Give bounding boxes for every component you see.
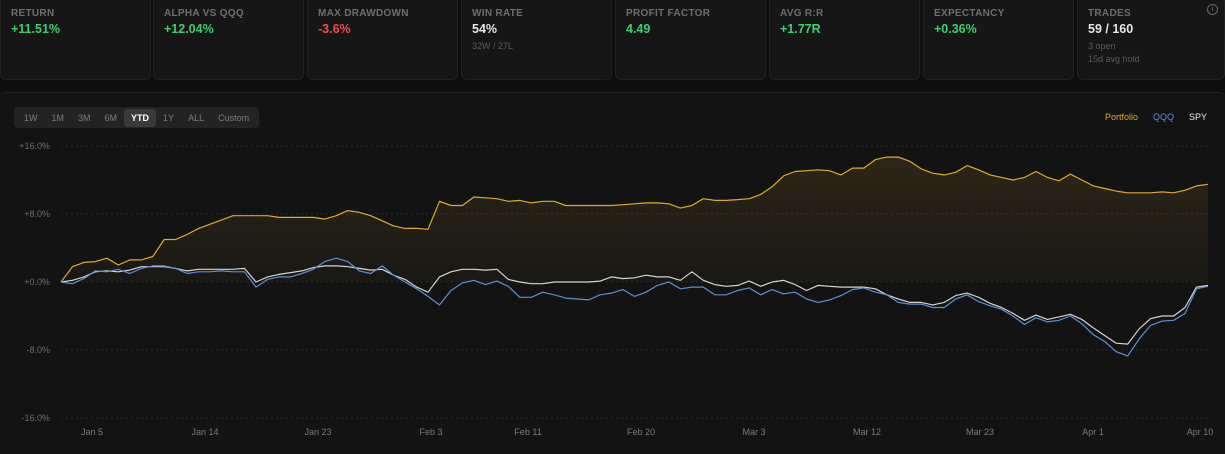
range-6m[interactable]: 6M [104, 112, 118, 123]
x-tick-label: Jan 5 [81, 427, 103, 437]
range-3m[interactable]: 3M [78, 112, 91, 123]
range-selector: 1W 1M 3M 6M YTD 1Y ALL Custom [14, 107, 260, 128]
x-tick-label: Mar 12 [853, 427, 881, 437]
series-line-qqq [60, 257, 1209, 357]
stat-label: AVG R:R [780, 8, 824, 19]
stat-card-max-drawdown: MAX DRAWDOWN -3.6% [307, 0, 458, 80]
stat-label: MAX DRAWDOWN [318, 8, 409, 19]
chart-series [60, 156, 1209, 357]
range-ytd[interactable]: YTD [124, 108, 157, 127]
y-axis-ticks: +16.0% +8.0% +0.0% -8.0% -16.0% [19, 141, 50, 423]
stats-bar: RETURN +11.51% ALPHA VS QQQ +12.04% MAX … [0, 0, 1225, 81]
stat-card-expectancy: EXPECTANCY +0.36% [923, 0, 1074, 80]
x-tick-label: Apr 1 [1082, 427, 1104, 437]
stat-card-alpha: ALPHA VS QQQ +12.04% [153, 0, 304, 80]
legend-spy[interactable]: SPY [1188, 112, 1207, 122]
stat-label: TRADES [1088, 8, 1131, 19]
legend-portfolio[interactable]: Portfolio [1104, 112, 1138, 122]
series-line-spy [60, 265, 1209, 345]
stat-label: PROFIT FACTOR [626, 8, 711, 19]
portfolio-area [61, 157, 1208, 282]
stat-subtext: 3 open [1088, 41, 1116, 51]
x-tick-label: Mar 23 [966, 427, 994, 437]
y-tick-label: -16.0% [21, 413, 50, 423]
stat-card-trades: TRADES 59 / 160 3 open 15d avg hold i [1077, 0, 1225, 80]
stat-value: 59 / 160 [1088, 22, 1134, 36]
stat-label: EXPECTANCY [934, 8, 1005, 19]
range-all[interactable]: ALL [188, 112, 205, 123]
stat-card-win-rate: WIN RATE 54% 32W / 27L [461, 0, 612, 80]
range-1m[interactable]: 1M [51, 112, 65, 123]
info-icon[interactable]: i [1207, 4, 1218, 15]
y-tick-label: +16.0% [19, 141, 50, 151]
stat-value: 4.49 [626, 22, 651, 36]
stat-value: 54% [472, 22, 498, 36]
x-tick-label: Feb 11 [514, 427, 541, 437]
stat-card-return: RETURN +11.51% [0, 0, 151, 80]
legend-qqq[interactable]: QQQ [1152, 112, 1174, 122]
y-tick-label: +8.0% [24, 209, 50, 219]
x-tick-label: Jan 14 [191, 427, 218, 437]
y-tick-label: -8.0% [26, 345, 50, 355]
stat-value: +1.77R [780, 22, 821, 36]
stat-label: WIN RATE [472, 8, 524, 19]
stat-value: +0.36% [934, 22, 977, 36]
x-tick-label: Apr 10 [1187, 427, 1214, 437]
x-axis-ticks: Jan 5 Jan 14 Jan 23 Feb 3 Feb 11 Feb 20 Mar 3 M… [81, 427, 1213, 437]
x-tick-label: Feb 3 [419, 427, 442, 437]
series-line-portfolio [60, 156, 1209, 283]
stat-value: +12.04% [164, 22, 214, 36]
stat-label: RETURN [11, 8, 55, 19]
stat-card-profit-factor: PROFIT FACTOR 4.49 [615, 0, 766, 80]
range-1y[interactable]: 1Y [163, 112, 175, 123]
stat-value: +11.51% [11, 22, 61, 36]
x-tick-label: Feb 20 [627, 427, 655, 437]
stat-subtext-2: 15d avg hold [1088, 54, 1140, 64]
range-1w[interactable]: 1W [24, 112, 38, 123]
range-custom[interactable]: Custom [218, 112, 250, 123]
chart-legend: Portfolio QQQ SPY [1105, 112, 1207, 122]
x-tick-label: Mar 3 [742, 427, 765, 437]
stat-card-avg-rr: AVG R:R +1.77R [769, 0, 920, 80]
x-tick-label: Jan 23 [304, 427, 331, 437]
stat-subtext: 32W / 27L [472, 41, 514, 51]
y-tick-label: +0.0% [24, 277, 50, 287]
stat-label: ALPHA VS QQQ [164, 8, 244, 19]
stat-value: -3.6% [318, 22, 351, 36]
